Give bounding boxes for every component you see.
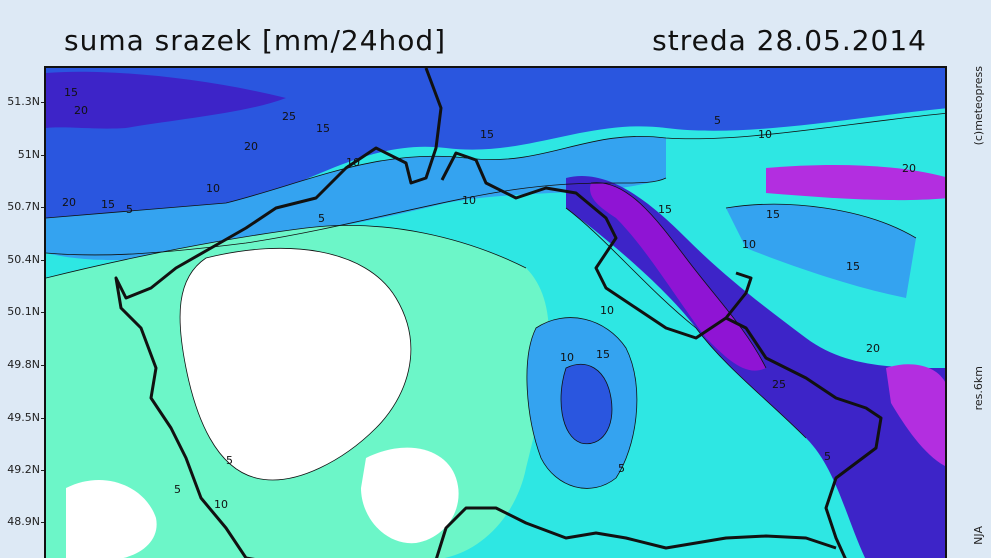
lat-label: 49.8N	[0, 358, 46, 371]
contour-label: 15	[64, 86, 78, 99]
precipitation-map: 15 20 25 20 15 10 10 20 15 5 5 15 10 5 1…	[44, 66, 947, 558]
lat-label: 51.3N	[0, 95, 46, 108]
contour-lines	[46, 113, 945, 489]
contour-label: 15	[596, 348, 610, 361]
precip-zone-deep	[561, 364, 612, 444]
contour-label: 25	[282, 110, 296, 123]
contour-label: 5	[126, 203, 133, 216]
precip-zone-blue	[46, 136, 666, 261]
contour-label: 10	[600, 304, 614, 317]
contour-label: 5	[714, 114, 721, 127]
contour-label: 20	[62, 196, 76, 209]
contour-label: 20	[866, 342, 880, 355]
lat-label: 50.4N	[0, 253, 46, 266]
contour-label: 15	[101, 198, 115, 211]
precip-zone-deep	[46, 68, 945, 218]
precip-zone-magenta	[886, 364, 945, 466]
contour-label: 15	[658, 203, 672, 216]
contour-label: 20	[74, 104, 88, 117]
contour-labels: 15 20 25 20 15 10 10 20 15 5 5 15 10 5 1…	[62, 86, 916, 511]
contour-label: 10	[206, 182, 220, 195]
precip-zone-magenta	[766, 165, 945, 201]
resolution-text: res.6km	[972, 366, 985, 411]
contour-label: 5	[824, 450, 831, 463]
map-title: suma srazek [mm/24hod]	[64, 24, 447, 57]
contour-label: 15	[846, 260, 860, 273]
contour-label: 25	[772, 378, 786, 391]
map-date: streda 28.05.2014	[652, 24, 927, 57]
contour-label: 15	[766, 208, 780, 221]
country-border	[114, 68, 883, 558]
precip-zone-purple	[590, 182, 766, 371]
contour-label: 20	[902, 162, 916, 175]
lat-label: 48.9N	[0, 515, 46, 528]
lat-label: 51N	[0, 148, 46, 161]
precipitation-field: 15 20 25 20 15 10 10 20 15 5 5 15 10 5 1…	[46, 68, 945, 558]
contour-label: 5	[226, 454, 233, 467]
contour-label: 15	[316, 122, 330, 135]
contour-label: 10	[758, 128, 772, 141]
lat-label: 50.1N	[0, 305, 46, 318]
contour-label: 5	[618, 462, 625, 475]
contour-label: 10	[742, 238, 756, 251]
lat-label: 50.7N	[0, 200, 46, 213]
precip-zone-violet	[46, 71, 286, 129]
precip-zone-blue	[726, 204, 916, 298]
contour-label: 15	[480, 128, 494, 141]
contour-label: 10	[462, 194, 476, 207]
precip-zone-none	[361, 447, 459, 544]
precip-zone-none	[66, 480, 157, 558]
contour-label: 5	[174, 483, 181, 496]
contour-label: 10	[214, 498, 228, 511]
contour-label: 10	[560, 351, 574, 364]
precip-zone-none	[180, 248, 411, 480]
lat-label: 49.5N	[0, 411, 46, 424]
credit-text: (c)meteopress	[972, 66, 985, 146]
contour-label: 5	[318, 212, 325, 225]
contour-label: 20	[244, 140, 258, 153]
organization-text: NJA	[972, 526, 985, 545]
lat-label: 49.2N	[0, 463, 46, 476]
